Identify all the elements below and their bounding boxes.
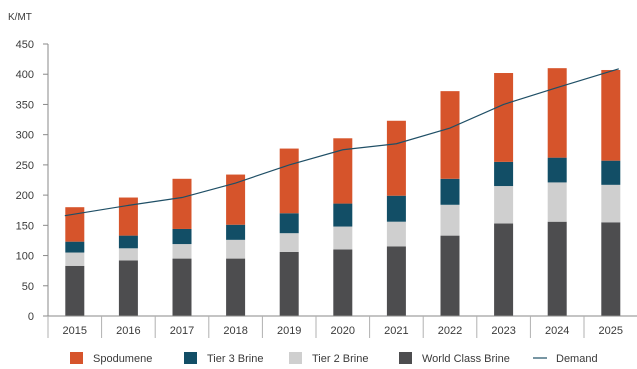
bar-world-class-brine xyxy=(386,246,406,316)
legend-demand-label: Demand xyxy=(556,353,598,365)
bar-tier-2-brine xyxy=(118,248,138,261)
x-tick-label: 2024 xyxy=(545,325,569,337)
bar-tier-2-brine xyxy=(226,239,246,259)
bar-spodumene xyxy=(172,178,192,229)
x-tick-label: 2018 xyxy=(223,325,247,337)
bars-layer xyxy=(65,68,621,316)
y-tick-label: 300 xyxy=(16,130,34,142)
legend-tier-2-brine-swatch xyxy=(289,352,302,364)
legend-spodumene-swatch xyxy=(70,352,83,364)
bar-tier-2-brine xyxy=(279,233,299,252)
x-tick-label: 2022 xyxy=(438,325,462,337)
x-tick-label: 2025 xyxy=(599,325,623,337)
bar-spodumene xyxy=(547,68,567,158)
bar-world-class-brine xyxy=(118,260,138,316)
legend-tier-2-brine-label: Tier 2 Brine xyxy=(312,353,368,365)
bar-spodumene xyxy=(226,174,246,225)
bar-tier-2-brine xyxy=(333,226,353,250)
bar-spodumene xyxy=(386,120,406,196)
bar-tier-3-brine xyxy=(333,203,353,227)
bar-tier-3-brine xyxy=(65,241,85,253)
bar-tier-2-brine xyxy=(601,184,621,223)
legend-world-class-brine-label: World Class Brine xyxy=(422,353,510,365)
bar-world-class-brine xyxy=(226,258,246,316)
demand-line xyxy=(64,68,619,217)
bar-tier-2-brine xyxy=(65,252,85,266)
y-tick-label: 350 xyxy=(16,99,34,111)
bar-spodumene xyxy=(279,148,299,214)
bar-spodumene xyxy=(118,197,138,236)
x-tick-label: 2016 xyxy=(116,325,140,337)
y-tick-label: 200 xyxy=(16,190,34,202)
legend-tier-3-brine-swatch xyxy=(184,352,197,364)
bar-spodumene xyxy=(494,73,514,162)
bar-world-class-brine xyxy=(65,265,85,316)
bar-tier-2-brine xyxy=(440,204,460,236)
bar-tier-2-brine xyxy=(494,186,514,224)
bar-tier-3-brine xyxy=(440,178,460,205)
y-tick-label: 150 xyxy=(16,220,34,232)
y-tick-label: 250 xyxy=(16,160,34,172)
bar-spodumene xyxy=(333,138,353,204)
bar-tier-2-brine xyxy=(172,244,192,259)
bar-world-class-brine xyxy=(601,222,621,316)
bar-world-class-brine xyxy=(172,258,192,316)
bar-tier-3-brine xyxy=(118,235,138,249)
x-tick-label: 2017 xyxy=(170,325,194,337)
bar-tier-3-brine xyxy=(172,228,192,245)
bar-world-class-brine xyxy=(494,223,514,316)
demand-line-layer xyxy=(64,68,619,217)
bar-tier-3-brine xyxy=(386,195,406,222)
x-tick-label: 2015 xyxy=(63,325,87,337)
y-tick-label: 50 xyxy=(22,281,34,293)
y-tick-label: 100 xyxy=(16,251,34,263)
x-tick-label: 2023 xyxy=(491,325,515,337)
bar-tier-3-brine xyxy=(601,160,621,185)
legend-spodumene-label: Spodumene xyxy=(93,353,152,365)
legend-tier-3-brine-label: Tier 3 Brine xyxy=(207,353,263,365)
x-tick-label: 2019 xyxy=(277,325,301,337)
bar-tier-3-brine xyxy=(494,161,514,187)
y-tick-label: 0 xyxy=(28,311,34,323)
bar-spodumene xyxy=(440,91,460,179)
bar-tier-2-brine xyxy=(547,182,567,222)
bar-world-class-brine xyxy=(440,235,460,316)
bar-tier-3-brine xyxy=(547,157,567,183)
y-axis: 0 50 100 150 200 250 300 350 400 450 xyxy=(16,39,49,323)
x-tick-label: 2020 xyxy=(331,325,355,337)
y-tick-label: 400 xyxy=(16,69,34,81)
bar-world-class-brine xyxy=(279,251,299,316)
bar-world-class-brine xyxy=(547,221,567,316)
bar-spodumene xyxy=(601,69,621,161)
x-axis: 2015 2016 2017 2018 2019 2020 2021 2022 2023 2024… xyxy=(47,315,637,338)
legend: Spodumene Tier 3 Brine Tier 2 Brine World C… xyxy=(70,352,598,365)
bar-spodumene xyxy=(65,207,85,242)
bar-tier-2-brine xyxy=(386,221,406,247)
bar-tier-3-brine xyxy=(226,224,246,240)
bar-tier-3-brine xyxy=(279,213,299,234)
y-tick-label: 450 xyxy=(16,39,34,51)
legend-world-class-brine-swatch xyxy=(399,352,412,364)
bar-world-class-brine xyxy=(333,249,353,316)
y-unit-label: K/MT xyxy=(8,12,32,23)
x-tick-label: 2021 xyxy=(384,325,408,337)
